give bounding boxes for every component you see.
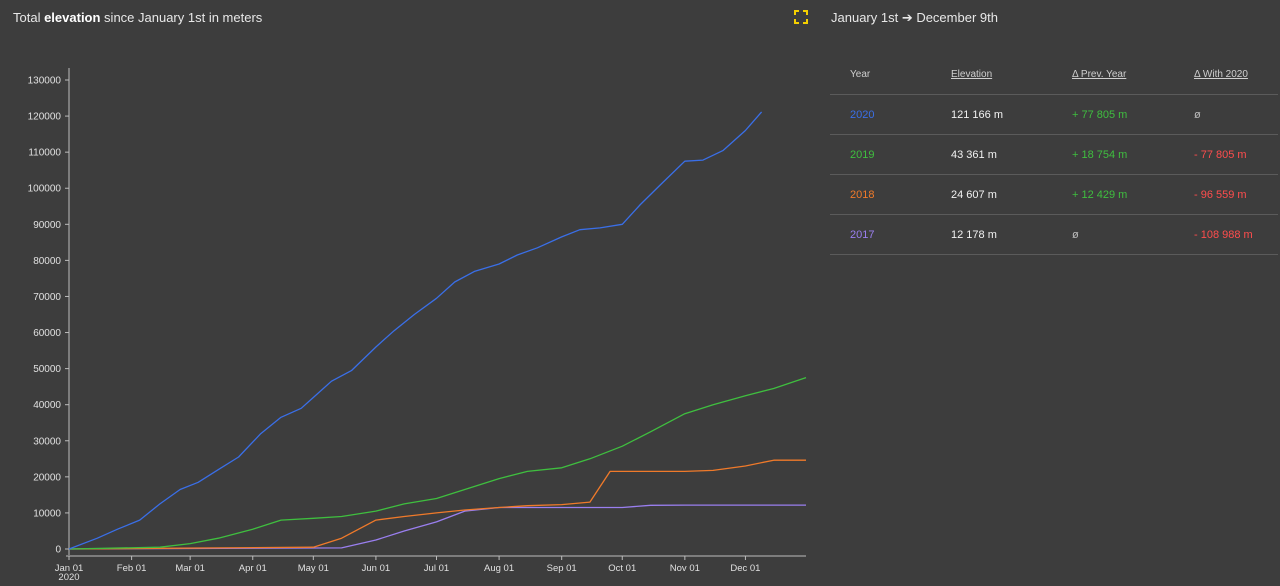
x-tick-label: Nov 01 [670, 563, 700, 574]
row-year: 2018 [850, 188, 875, 201]
row-year: 2020 [850, 108, 875, 121]
title-bold: elevation [44, 10, 101, 25]
x-tick-label: Jul 01 [424, 563, 449, 574]
row-prev-delta: + 12 429 m [1072, 188, 1128, 201]
header-with-2020[interactable]: Δ With 2020 [1194, 69, 1248, 80]
x-tick-label: May 01 [298, 563, 329, 574]
x-tick-label: Sep 01 [547, 563, 577, 574]
x-tick-label: Mar 01 [175, 563, 205, 574]
x-tick-label: Dec 01 [730, 563, 760, 574]
series-line-2017 [68, 504, 806, 550]
y-tick-label: 130000 [28, 76, 62, 87]
x-tick-label: Jan 01 [55, 563, 84, 574]
y-tick-label: 10000 [33, 508, 61, 519]
y-tick-label: 20000 [33, 472, 61, 483]
chart-title: Total elevation since January 1st in met… [13, 10, 262, 25]
header-prev-year[interactable]: Δ Prev. Year [1072, 69, 1127, 80]
row-with-delta: - 96 559 m [1194, 188, 1247, 201]
header-elevation[interactable]: Elevation [951, 69, 993, 80]
table-row: 2020 121 166 m + 77 805 m ø [830, 94, 1278, 134]
y-tick-label: 70000 [33, 292, 61, 303]
y-tick-label: 40000 [33, 400, 61, 411]
x-tick-label: Jun 01 [362, 563, 391, 574]
row-elevation: 121 166 m [951, 108, 1003, 121]
header-year: Year [850, 69, 871, 80]
y-tick-label: 0 [55, 545, 61, 556]
elevation-line-chart: 0 10000 20000 30000 40000 50000 60000 70000 8000… [28, 68, 807, 583]
table-row: 2018 24 607 m + 12 429 m - 96 559 m [830, 174, 1278, 214]
row-with-delta: ø [1194, 108, 1201, 121]
x-tick-label: Feb 01 [117, 563, 147, 574]
table-row: 2017 12 178 m ø - 108 988 m [830, 214, 1278, 255]
series-line-2020 [68, 111, 763, 550]
y-tick-label: 30000 [33, 436, 61, 447]
series-line-2019 [68, 376, 807, 550]
title-prefix: Total [13, 10, 45, 25]
row-with-delta: - 108 988 m [1194, 228, 1253, 241]
row-year: 2019 [850, 148, 875, 161]
row-with-delta: - 77 805 m [1194, 148, 1247, 161]
y-tick-label: 120000 [28, 112, 62, 123]
table-row: 2019 43 361 m + 18 754 m - 77 805 m [830, 134, 1278, 174]
row-prev-delta: + 18 754 m [1072, 148, 1128, 161]
row-elevation: 24 607 m [951, 188, 997, 201]
row-prev-delta: ø [1072, 228, 1079, 241]
y-tick-label: 110000 [28, 148, 61, 159]
row-elevation: 12 178 m [951, 228, 997, 241]
row-year: 2017 [850, 228, 875, 241]
row-elevation: 43 361 m [951, 148, 997, 161]
x-tick-label: Apr 01 [239, 563, 267, 574]
title-suffix: since January 1st in meters [100, 10, 263, 25]
x-tick-label: Aug 01 [484, 563, 514, 574]
y-tick-label: 90000 [33, 220, 61, 231]
comparison-table: Year Elevation Δ Prev. Year Δ With 2020 … [830, 55, 1278, 255]
y-tick-label: 60000 [33, 328, 61, 339]
table-header: Year Elevation Δ Prev. Year Δ With 2020 [830, 55, 1278, 94]
y-tick-label: 80000 [33, 256, 61, 267]
series-line-2018 [68, 459, 806, 550]
y-tick-label: 100000 [28, 184, 62, 195]
expand-icon[interactable] [794, 10, 808, 24]
x-tick-sublabel: 2020 [58, 572, 79, 583]
y-tick-label: 50000 [33, 364, 61, 375]
date-range: January 1st ➔ December 9th [831, 10, 998, 25]
x-tick-label: Oct 01 [608, 563, 636, 574]
row-prev-delta: + 77 805 m [1072, 108, 1128, 121]
